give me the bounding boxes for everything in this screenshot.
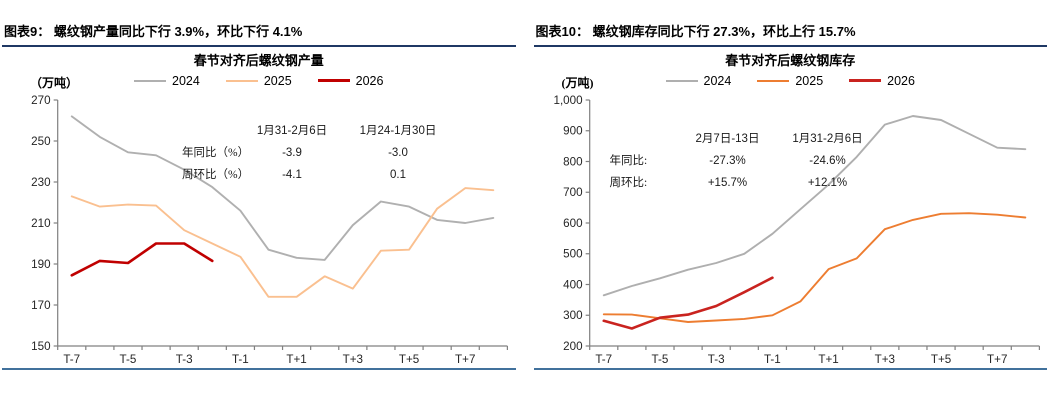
x-tick-label: T+3 (343, 355, 363, 367)
x-tick-label: T+1 (818, 355, 838, 367)
annotation-period-header: 1月24-1月30日 (359, 125, 437, 138)
legend: 2024 2025 2026 (665, 73, 915, 88)
x-tick-label: T-3 (707, 355, 724, 367)
chart-title: 春节对齐后螺纹钢产量 (193, 52, 324, 68)
legend-item-2024: 2024 (134, 74, 200, 88)
annotation-metric-label: 年同比: (609, 155, 648, 168)
annotation-metric-value: -27.3% (709, 155, 746, 168)
series-line-2026 (601, 276, 774, 331)
x-tick-label: T-7 (63, 355, 80, 367)
y-axis-unit-label: （万吨） (30, 75, 79, 90)
y-tick-label: 230 (31, 178, 50, 190)
stats-annotation-table: 2月7日-13日 1月31-2月6日年同比: -27.3% -24.6% 周环比: +15… (610, 128, 882, 194)
caption-rule (2, 45, 516, 47)
y-tick-label: 800 (563, 157, 582, 169)
annotation-corner (182, 120, 242, 142)
x-tick-label: T-5 (651, 355, 668, 367)
y-tick-label: 270 (31, 96, 50, 108)
series-line-2024 (70, 115, 495, 262)
legend-item-2026: 2026 (849, 74, 915, 88)
caption-rule (533, 45, 1047, 47)
panel-bottom-rule (2, 368, 516, 371)
x-tick-label: T-3 (176, 355, 193, 367)
y-tick-label: 700 (563, 188, 582, 200)
y-tick-label: 170 (31, 301, 50, 313)
report-figure-row: 图表9： 螺纹钢产量同比下行 3.9%，环比下行 4.1% 春节对齐后螺纹钢产量… (2, 21, 1048, 382)
annotation-period-header: 2月7日-13日 (695, 133, 760, 146)
x-tick-label: T+7 (987, 355, 1007, 367)
legend-row: （万吨） 2024 2025 2026 (2, 73, 516, 90)
legend-line-swatch (134, 79, 167, 82)
legend-row: (万吨) 2024 2025 2026 (534, 73, 1048, 90)
series-line-2025 (70, 187, 495, 299)
annotation-metric-value: -4.1 (282, 169, 302, 182)
legend-label: 2026 (887, 73, 915, 88)
line-chart-inventory: 200 300 400 500 600 700 800 900 1,000 T-7 T-5 T-3 T-… (553, 96, 1040, 367)
legend-label: 2024 (172, 73, 200, 88)
x-tick-label: T+5 (930, 355, 950, 367)
chart-plot-area: 150 170 190 210 230 250 270 T-7 T-5 T-3 T-1 T+1 T+3 T… (2, 88, 516, 368)
chart-title: 春节对齐后螺纹钢库存 (725, 52, 856, 68)
x-tick-label: T-5 (120, 355, 137, 367)
x-tick-label: T-1 (232, 355, 249, 367)
annotation-metric-label: 周环比（%） (182, 169, 250, 182)
annotation-period-header: 1月31-2月6日 (256, 125, 328, 138)
legend-label: 2025 (795, 73, 824, 88)
panel-bottom-rule (533, 368, 1047, 371)
series-line-2026 (70, 242, 214, 278)
legend-item-2026: 2026 (317, 73, 384, 88)
legend-label: 2026 (355, 73, 384, 88)
y-tick-label: 500 (563, 249, 582, 261)
stats-annotation-table: 1月31-2月6日 1月24-1月30日年同比（%） -3.9 -3.0 周环比（%） -… (182, 120, 454, 186)
y-tick-label: 150 (31, 342, 50, 354)
annotation-metric-value: +12.1% (807, 177, 848, 190)
annotation-metric-value: +15.7% (707, 177, 748, 190)
legend-line-swatch (317, 79, 350, 83)
y-tick-label: 900 (563, 126, 582, 138)
chart-panel-inventory: 图表10： 螺纹钢库存同比下行 27.3%，环比上行 15.7% 春节对齐后螺纹… (533, 21, 1048, 382)
chart-panel-production: 图表9： 螺纹钢产量同比下行 3.9%，环比下行 4.1% 春节对齐后螺纹钢产量… (2, 21, 516, 382)
x-tick-label: T-1 (763, 355, 780, 367)
legend-item-2025: 2025 (225, 73, 292, 88)
legend-line-swatch (849, 79, 882, 83)
figure-caption: 图表10： 螺纹钢库存同比下行 27.3%，环比上行 15.7% (535, 24, 856, 39)
figure-caption: 图表9： 螺纹钢产量同比下行 3.9%，环比下行 4.1% (4, 24, 303, 39)
legend-line-swatch (757, 79, 790, 82)
legend-line-swatch (225, 79, 258, 82)
x-tick-label: T+1 (286, 355, 306, 367)
x-tick-label: T+7 (455, 355, 475, 367)
y-tick-label: 200 (563, 342, 582, 354)
line-chart-production: 150 170 190 210 230 250 270 T-7 T-5 T-3 T-1 T+1 T+3 T… (31, 96, 509, 367)
y-axis-unit-label: (万吨) (561, 75, 594, 90)
x-tick-label: T+5 (399, 355, 419, 367)
annotation-metric-value: -3.0 (388, 147, 408, 160)
panel-bottom-padding (534, 370, 1048, 382)
annotation-metric-label: 周环比: (609, 177, 648, 190)
y-tick-label: 1,000 (553, 96, 582, 108)
series-line-2025 (602, 212, 1026, 324)
legend: 2024 2025 2026 (134, 74, 383, 88)
x-tick-label: T+3 (874, 355, 894, 367)
y-tick-label: 300 (563, 311, 582, 323)
y-tick-label: 400 (563, 280, 582, 292)
y-tick-label: 190 (31, 260, 50, 272)
y-tick-label: 250 (31, 137, 50, 149)
legend-line-swatch (665, 79, 698, 82)
y-tick-label: 600 (563, 219, 582, 231)
legend-item-2025: 2025 (757, 74, 823, 88)
chart-plot-area: 200 300 400 500 600 700 800 900 1,000 T-7 T-5 T-3 T-… (534, 88, 1048, 368)
annotation-period-header: 1月31-2月6日 (792, 133, 863, 146)
annotation-corner (610, 128, 682, 150)
legend-label: 2025 (263, 73, 292, 88)
legend-item-2024: 2024 (665, 73, 732, 88)
annotation-metric-value: -24.6% (809, 155, 846, 168)
y-tick-label: 210 (31, 219, 50, 231)
x-tick-label: T-7 (595, 355, 612, 367)
legend-label: 2024 (703, 73, 732, 88)
annotation-metric-label: 年同比（%） (182, 147, 250, 160)
annotation-metric-value: 0.1 (390, 169, 406, 182)
annotation-metric-value: -3.9 (282, 147, 302, 160)
series-line-2024 (602, 115, 1026, 297)
panel-bottom-padding (2, 370, 516, 382)
